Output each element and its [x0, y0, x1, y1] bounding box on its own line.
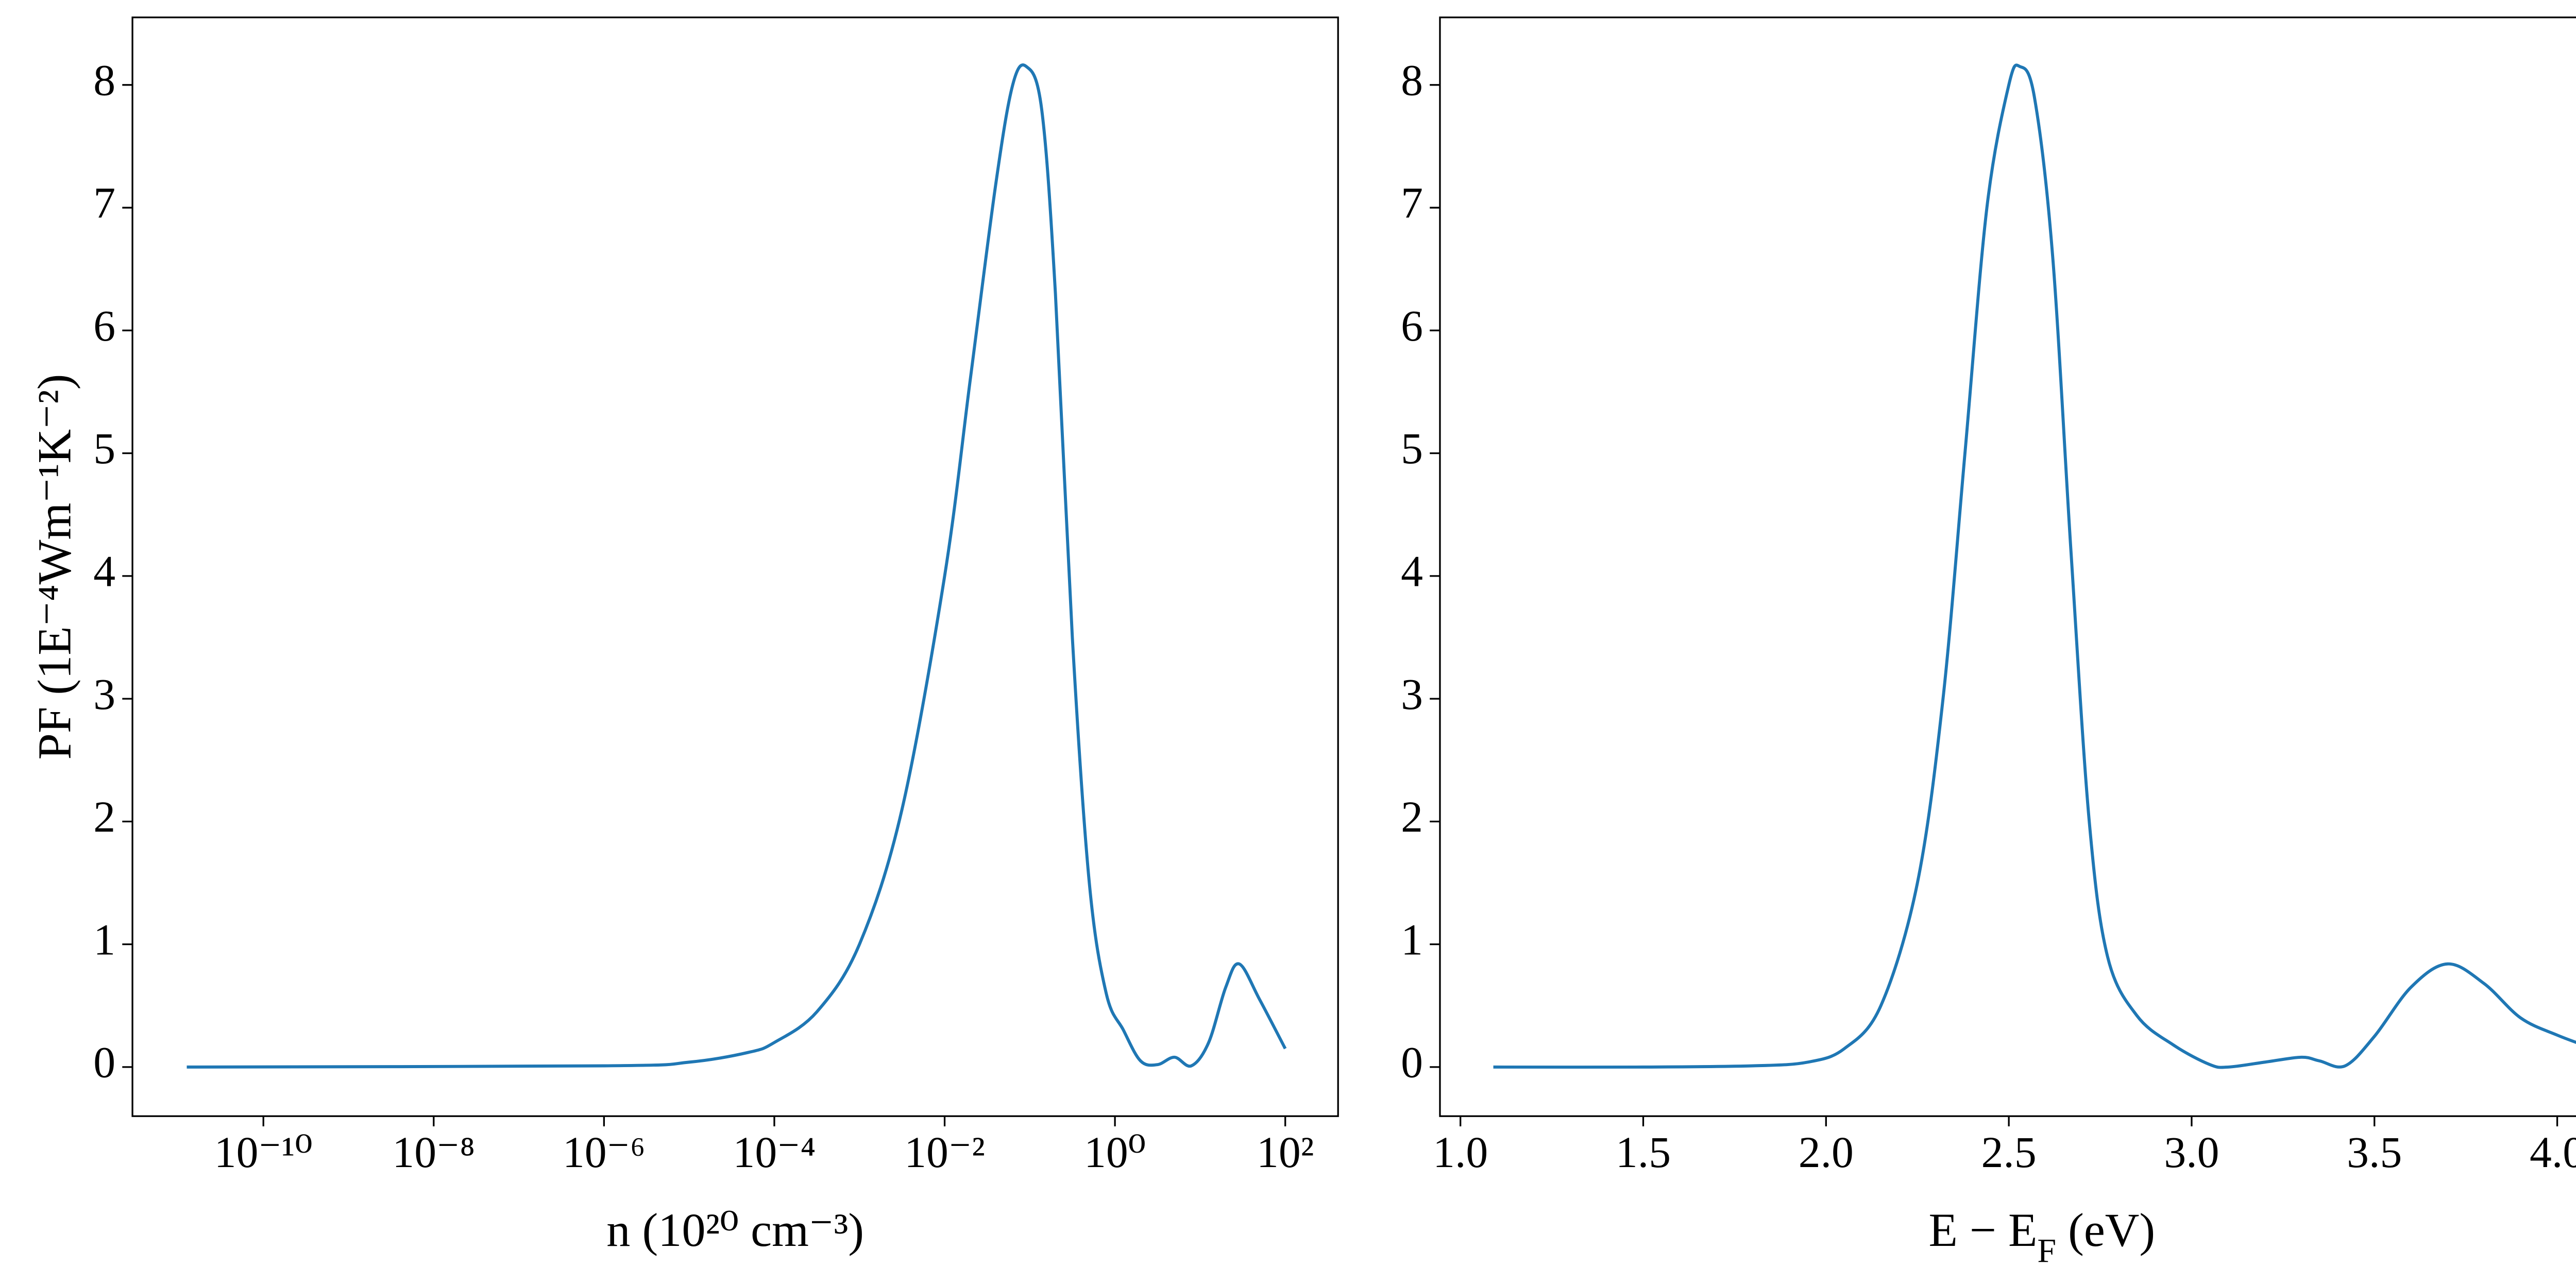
- y-tick-label: 4: [1401, 547, 1423, 596]
- y-tick-label: 1: [93, 915, 115, 964]
- x-tick-label: 1.0: [1433, 1128, 1488, 1177]
- y-tick-label: 6: [93, 301, 115, 350]
- data-line: [187, 63, 1287, 1069]
- x-tick-label: 10⁻⁸: [392, 1128, 475, 1177]
- x-tick-label: 2.5: [1981, 1128, 2037, 1177]
- plot-frame: [131, 16, 1339, 1117]
- x-tick-label: 10⁻²: [904, 1128, 985, 1177]
- y-tick-label: 6: [1401, 301, 1423, 350]
- x-axis-label: n (10²⁰ cm⁻³): [606, 1204, 864, 1256]
- y-tick-label: 4: [93, 547, 115, 596]
- x-tick-label: 10⁻⁶: [563, 1128, 646, 1177]
- y-tick-label: 0: [1401, 1038, 1423, 1087]
- y-tick-label: 5: [1401, 424, 1423, 473]
- y-tick-label: 7: [93, 179, 115, 228]
- x-tick-label: 4.0: [2530, 1128, 2576, 1177]
- data-line: [1493, 63, 2576, 1069]
- x-tick-label: 3.5: [2347, 1128, 2402, 1177]
- y-tick-label: 0: [93, 1038, 115, 1087]
- y-tick-label: 1: [1401, 915, 1423, 964]
- y-tick-label: 2: [93, 792, 115, 841]
- x-tick-label: 3.0: [2164, 1128, 2219, 1177]
- y-tick-label: 5: [93, 424, 115, 473]
- x-axis-label: E − EF (eV): [1929, 1204, 2156, 1269]
- y-tick-label: 8: [1401, 56, 1423, 105]
- y-axis-label: PF (1E⁻⁴Wm⁻¹K⁻²): [28, 374, 81, 760]
- y-tick-label: 3: [93, 670, 115, 719]
- x-tick-label: 1.5: [1616, 1128, 1671, 1177]
- y-tick-label: 3: [1401, 670, 1423, 719]
- x-tick-label: 10²: [1257, 1128, 1314, 1177]
- y-tick-label: 7: [1401, 179, 1423, 228]
- y-tick-label: 8: [93, 56, 115, 105]
- y-tick-label: 2: [1401, 792, 1423, 841]
- x-tick-label: 2.0: [1799, 1128, 1854, 1177]
- plot-frame: [1439, 16, 2576, 1117]
- x-tick-label: 10⁻¹⁰: [214, 1128, 313, 1177]
- x-tick-label: 10⁰: [1084, 1128, 1146, 1177]
- x-tick-label: 10⁻⁴: [733, 1128, 816, 1177]
